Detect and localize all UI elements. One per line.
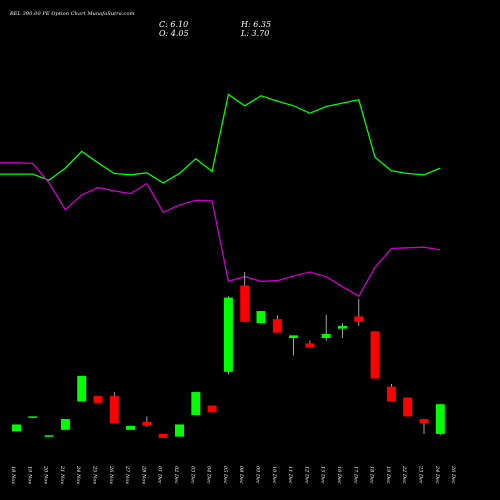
chart-title: BEL 390.00 PE Option Chart MunafaSutra.c… <box>10 11 135 17</box>
x-tick-label: 19 Dec <box>385 466 391 484</box>
candle-body <box>354 316 364 322</box>
x-tick-label: 26 Nov <box>108 465 114 484</box>
x-tick-label: 04 Dec <box>206 466 212 484</box>
candle-body <box>435 404 445 434</box>
indicator-line-1 <box>0 93 441 184</box>
candle-body <box>386 386 396 402</box>
x-tick-label: 11 Dec <box>287 466 293 484</box>
x-tick-label: 16 Dec <box>336 466 342 484</box>
candle-body <box>370 331 380 379</box>
x-tick-label: 18 Dec <box>369 466 375 484</box>
candle-body <box>28 416 38 418</box>
x-tick-label: 18 Nov <box>10 466 16 484</box>
candle-body <box>142 421 152 426</box>
candle-body <box>44 435 54 437</box>
x-tick-label: 27 Nov <box>124 465 130 484</box>
candle-body <box>305 343 315 348</box>
candle-body <box>223 297 233 372</box>
high-value: H: 6.35 <box>241 20 272 29</box>
candle-body <box>175 424 184 437</box>
candle-body <box>12 424 21 432</box>
indicator-line-2 <box>0 162 441 297</box>
x-tick-label: 15 Dec <box>320 466 326 484</box>
x-tick-label: 22 Dec <box>401 465 407 484</box>
candle-body <box>403 397 413 417</box>
candle-body <box>126 425 136 430</box>
candle-body <box>419 419 429 424</box>
candle-body <box>207 405 217 413</box>
x-tick-label: 28 Nov <box>140 465 146 484</box>
x-tick-label: 08 Dec <box>238 466 244 484</box>
x-tick-label: 10 Dec <box>271 466 277 484</box>
x-tick-label: 03 Dec <box>189 466 195 484</box>
x-tick-label: 09 Dec <box>255 466 261 484</box>
x-tick-label: 02 Dec <box>173 466 179 484</box>
candle-body <box>109 396 119 424</box>
x-tick-label: 05 Dec <box>222 466 228 484</box>
candle-body <box>272 319 282 333</box>
candle-body <box>256 311 266 324</box>
candle-body <box>321 334 331 339</box>
x-tick-label: 19 Nov <box>26 466 32 484</box>
x-tick-label: 24 Dec <box>434 465 440 484</box>
candle-body <box>60 419 70 430</box>
candle-body <box>77 375 87 402</box>
candle-body <box>158 433 168 438</box>
x-tick-label: 23 Dec <box>418 465 424 484</box>
x-tick-label: 12 Dec <box>303 466 309 484</box>
close-value: C: 6.10 <box>159 20 189 29</box>
low-value: L: 3.70 <box>241 29 270 38</box>
x-tick-label: 20 Nov <box>43 465 49 484</box>
x-tick-label: 25 Nov <box>92 465 98 484</box>
open-value: O: 4.05 <box>159 29 189 38</box>
x-tick-label: 17 Dec <box>352 466 358 484</box>
candle-body <box>289 335 299 339</box>
candle-body <box>93 396 103 403</box>
x-tick-label: 26 Dec <box>450 465 456 484</box>
candle-body <box>338 325 347 329</box>
x-tick-label: 21 Nov <box>59 465 65 484</box>
x-tick-label: 24 Nov <box>75 465 81 484</box>
candle-body <box>191 392 201 415</box>
x-tick-label: 01 Dec <box>157 466 163 484</box>
candle-body <box>240 285 250 322</box>
